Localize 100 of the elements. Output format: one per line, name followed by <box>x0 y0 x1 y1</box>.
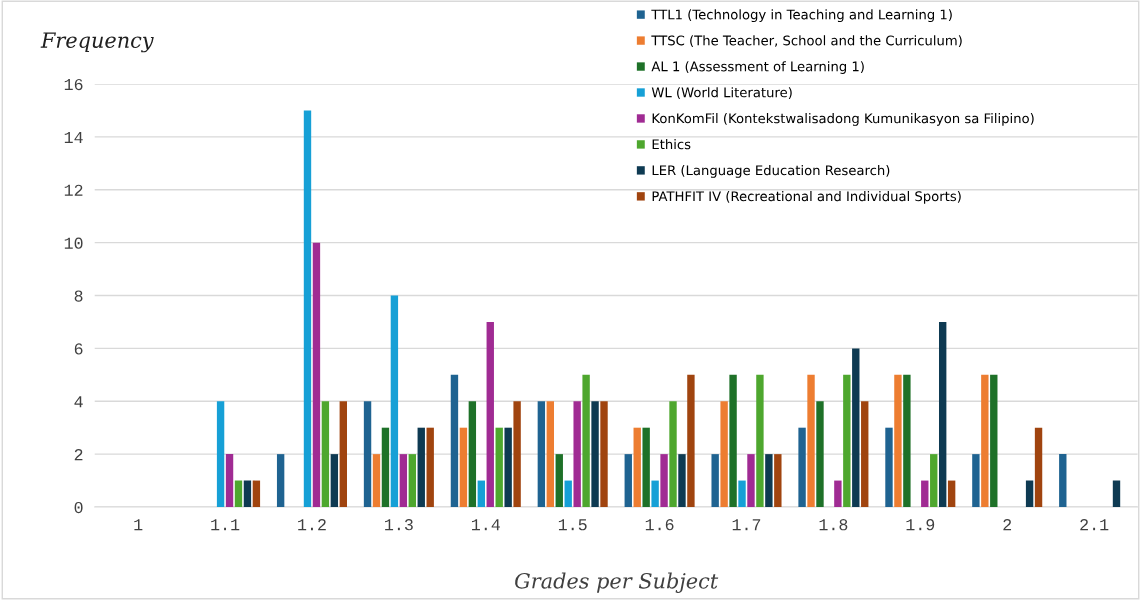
bar <box>252 480 261 507</box>
bar <box>765 454 773 507</box>
x-tick-label: 1.5 <box>558 519 587 531</box>
bar <box>720 401 728 507</box>
bar <box>225 454 234 507</box>
bar <box>747 454 755 507</box>
y-tick-label: 14 <box>64 131 83 143</box>
bar <box>372 454 381 507</box>
bar <box>921 480 929 507</box>
bar <box>816 401 824 507</box>
bar <box>903 374 911 507</box>
bar <box>486 321 494 507</box>
x-tick-label: 1.8 <box>819 519 848 531</box>
bar <box>468 401 477 507</box>
bar <box>573 401 581 507</box>
legend-label: TTSC (The Teacher, School and the Curriculum) <box>651 35 962 47</box>
bar <box>477 480 485 507</box>
bar <box>582 374 590 507</box>
legend-label: WL (World Literature) <box>651 87 792 99</box>
legend-label: Ethics <box>652 139 691 150</box>
bar <box>930 454 938 507</box>
bar <box>555 454 563 507</box>
bar <box>303 110 312 507</box>
y-tick-label: 12 <box>64 184 83 196</box>
x-tick-label: 1.9 <box>906 519 935 531</box>
bar <box>390 295 399 507</box>
bar <box>774 454 782 507</box>
y-tick-label: 6 <box>74 343 83 355</box>
y-axis-title: Frequency <box>40 32 154 53</box>
bar <box>450 374 459 507</box>
bar <box>339 401 347 507</box>
x-tick-label: 1.3 <box>385 519 413 531</box>
y-tick-label: 0 <box>74 501 83 514</box>
bar <box>807 374 815 507</box>
bar <box>738 480 746 507</box>
bar <box>1112 480 1121 507</box>
bar <box>939 321 947 507</box>
bar <box>1059 454 1067 507</box>
bar <box>861 401 869 507</box>
x-tick-label: 1 <box>134 519 143 531</box>
y-tick-label: 8 <box>74 290 83 302</box>
bar <box>399 454 408 507</box>
legend-label: TTL1 (Technology in Teaching and Learning 1) <box>651 9 952 23</box>
x-tick-label: 1.7 <box>732 519 761 531</box>
bar <box>537 401 546 507</box>
bar <box>687 374 695 507</box>
bar <box>234 480 243 507</box>
x-axis-title: Grades per Subject <box>515 572 719 593</box>
bar <box>276 454 285 507</box>
bar <box>408 454 416 507</box>
y-tick-label: 16 <box>64 78 83 91</box>
bar <box>660 454 668 507</box>
bar <box>633 427 641 507</box>
legend-label: AL 1 (Assessment of Learning 1) <box>651 61 864 74</box>
bar <box>312 242 321 507</box>
x-tick-label: 1.6 <box>645 519 674 531</box>
bar <box>947 480 956 507</box>
bar <box>504 427 512 507</box>
bar <box>972 454 980 507</box>
bar <box>363 401 372 507</box>
bar <box>426 427 434 507</box>
x-tick-label: 2.1 <box>1080 519 1109 531</box>
bar <box>990 374 998 507</box>
bar <box>669 401 677 507</box>
bar <box>1034 427 1043 507</box>
bar <box>651 480 659 507</box>
bar <box>459 427 468 507</box>
bar <box>711 454 719 507</box>
legend-label: PATHFIT IV (Recreational and Individual Sports) <box>652 190 961 204</box>
x-tick-label: 2 <box>1003 519 1012 531</box>
bar <box>894 374 902 507</box>
bar <box>1025 480 1034 507</box>
bar <box>330 454 339 507</box>
x-tick-label: 1.2 <box>298 519 326 531</box>
bar <box>843 374 851 507</box>
bar <box>513 401 521 507</box>
x-tick-label: 1.1 <box>211 519 240 531</box>
x-tick-label: 1.4 <box>471 519 500 531</box>
bar <box>381 427 390 507</box>
bar <box>417 427 425 507</box>
bar <box>495 427 503 507</box>
bar <box>591 401 599 507</box>
bar <box>564 480 572 507</box>
bar <box>243 480 252 507</box>
bar <box>600 401 608 507</box>
y-tick-label: 10 <box>64 237 83 249</box>
legend-label: LER (Language Education Research) <box>652 165 890 178</box>
bar <box>729 374 737 507</box>
legend-label: KonKomFil (Kontekstwalisadong Kumunikasyon sa Filipino) <box>652 113 1034 126</box>
bar <box>321 401 330 507</box>
y-tick-label: 2 <box>74 449 83 461</box>
bar <box>756 374 764 507</box>
bar <box>834 480 842 507</box>
bar <box>678 454 686 507</box>
bar <box>798 427 806 507</box>
bar <box>885 427 893 507</box>
y-tick-label: 4 <box>74 396 83 408</box>
bar <box>642 427 650 507</box>
bar <box>852 348 860 507</box>
bar <box>981 374 989 507</box>
